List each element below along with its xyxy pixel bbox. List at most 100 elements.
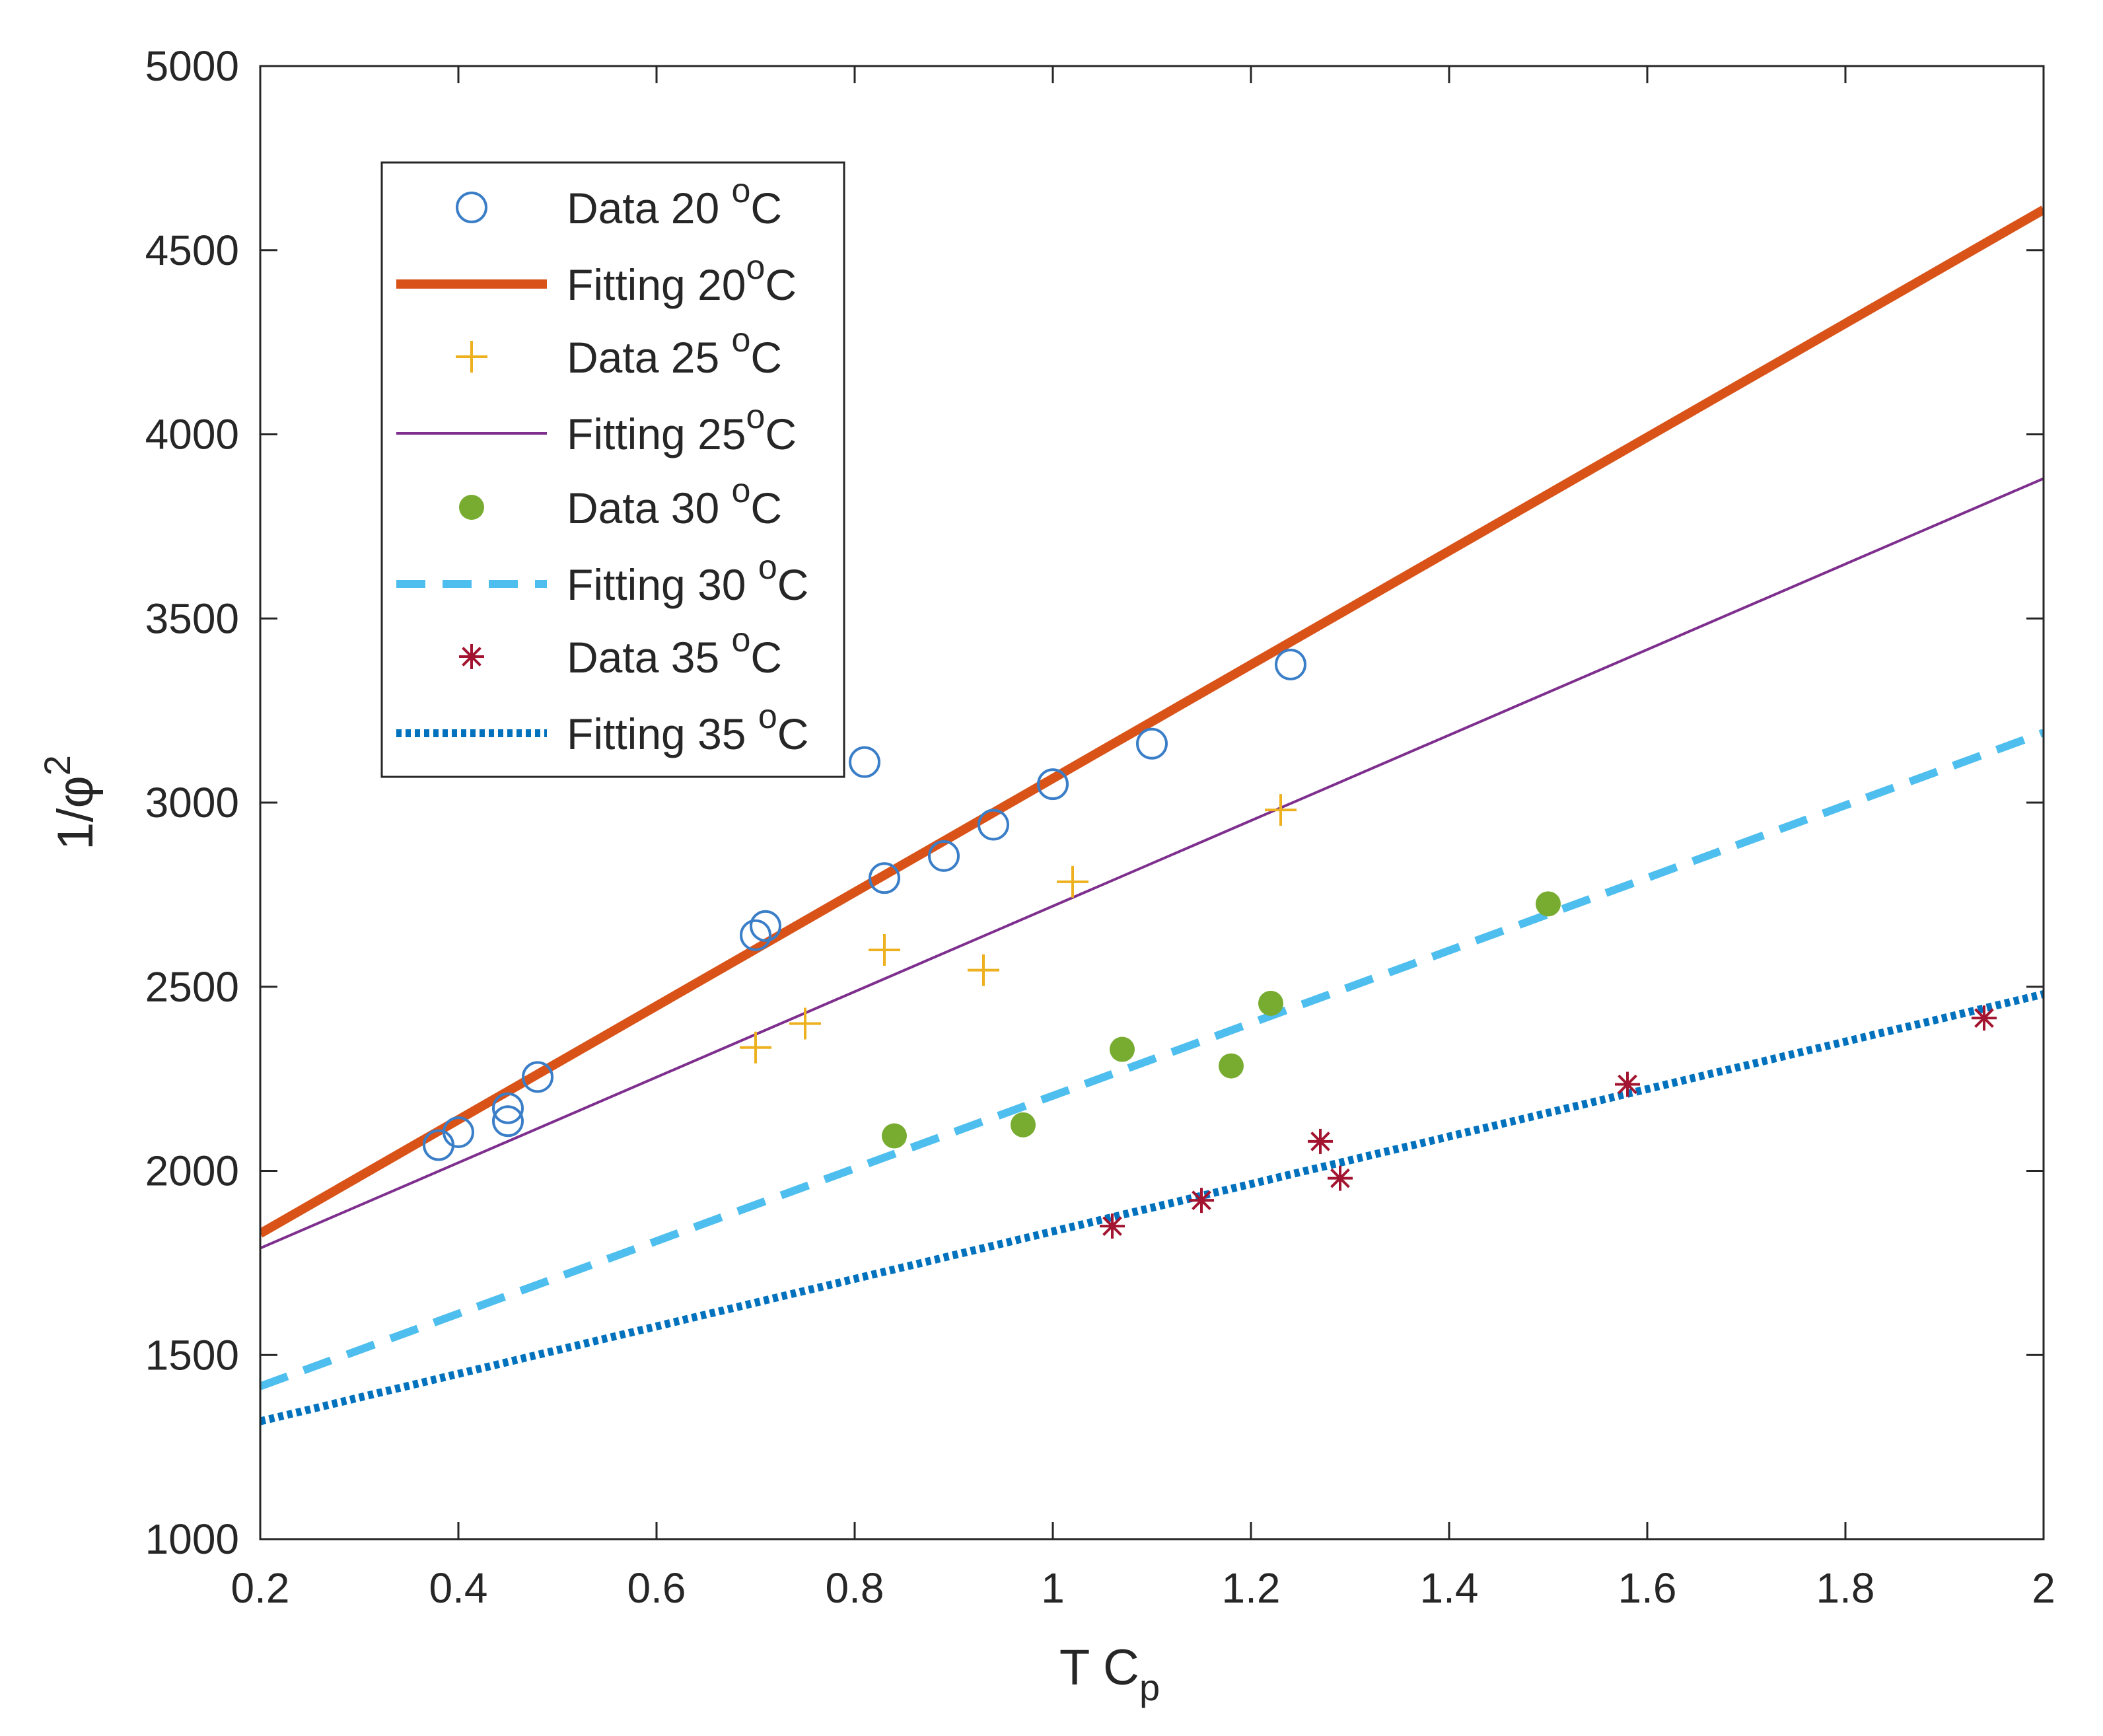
legend-label-superscript: o xyxy=(746,248,765,287)
y-tick-label: 1500 xyxy=(145,1331,239,1379)
x-axis-label: T Cp xyxy=(1059,1640,1160,1708)
fit-line-5 xyxy=(260,729,2044,1391)
plot-frame xyxy=(259,65,2045,1540)
fit-lines xyxy=(260,205,2044,1426)
data-point-s2-1 xyxy=(789,1007,821,1040)
legend-label: Fitting 20oC xyxy=(567,248,797,309)
data-point-s0-13 xyxy=(1275,648,1306,680)
legend-marker-sample xyxy=(459,644,484,669)
legend-label-text: Data 35 xyxy=(567,633,732,682)
y-axis-label-text: 1/φ xyxy=(48,776,104,850)
legend-label-text: Fitting 20 xyxy=(567,260,746,309)
legend-item-1: Fitting 20oC xyxy=(396,248,797,309)
data-point-s0-6 xyxy=(750,910,781,942)
legend-label-unit: C xyxy=(777,709,809,758)
legend-label-unit: C xyxy=(750,184,782,233)
data-point-s0-5 xyxy=(740,919,771,951)
data-point-s2-5 xyxy=(1265,794,1297,826)
legend-label-superscript: o xyxy=(732,621,751,659)
data-point-s0-1 xyxy=(443,1116,474,1148)
y-tick-label: 5000 xyxy=(145,42,239,90)
data-point-s0-4 xyxy=(522,1061,553,1093)
data-point-s4-1 xyxy=(1011,1112,1036,1138)
legend-label-superscript: o xyxy=(732,321,751,359)
legend-item-5: Fitting 30 oC xyxy=(396,548,808,609)
y-tick-label: 4500 xyxy=(145,227,239,274)
legend-label-text: Fitting 30 xyxy=(567,560,758,609)
legend-label: Data 30 oC xyxy=(567,472,782,532)
legend-label-text: Data 25 xyxy=(567,333,732,382)
fit-line-1 xyxy=(260,205,2044,1238)
data-point-s4-0 xyxy=(882,1123,907,1149)
x-tick-label: 0.8 xyxy=(826,1564,884,1612)
legend-marker-sample xyxy=(456,341,487,373)
y-axis-label-superscript: 2 xyxy=(36,755,78,776)
data-point-s0-8 xyxy=(869,862,900,894)
x-tick-label: 2 xyxy=(2032,1564,2055,1612)
legend-item-7: Fitting 35 oC xyxy=(396,698,808,758)
data-point-s6-1 xyxy=(1189,1188,1214,1213)
y-tick-label: 1000 xyxy=(145,1515,239,1563)
legend-item-2: Data 25 oC xyxy=(456,321,782,382)
legend-box xyxy=(380,161,845,778)
x-tick-label: 0.6 xyxy=(627,1564,686,1612)
legend-label-superscript: o xyxy=(746,398,765,436)
y-tick-label: 3000 xyxy=(145,779,239,826)
legend-label: Data 35 oC xyxy=(567,621,782,682)
y-tick-label: 3500 xyxy=(145,595,239,642)
legend-label-unit: C xyxy=(750,333,782,382)
data-point-s4-3 xyxy=(1219,1053,1244,1079)
legend-item-6: Data 35 oC xyxy=(459,621,782,682)
data-point-s0-7 xyxy=(849,746,880,778)
x-tick-label: 0.4 xyxy=(429,1564,488,1612)
x-tick-label: 1 xyxy=(1041,1564,1065,1612)
data-point-s0-2 xyxy=(492,1092,524,1124)
data-point-s0-12 xyxy=(1136,727,1168,760)
legend-label-unit: C xyxy=(777,560,809,609)
legend-label-text: Data 30 xyxy=(567,484,732,532)
legend-label: Data 20 oC xyxy=(567,172,782,233)
data-point-s6-2 xyxy=(1308,1128,1333,1154)
y-tick-label: 2000 xyxy=(145,1147,239,1195)
legend-label-superscript: o xyxy=(758,548,777,587)
legend-marker-sample xyxy=(459,495,484,520)
x-tick-label: 1.6 xyxy=(1618,1564,1677,1612)
legend-label-unit: C xyxy=(765,410,797,458)
y-tick-label: 4000 xyxy=(145,411,239,458)
legend-label: Fitting 35 oC xyxy=(567,698,808,758)
data-point-s4-2 xyxy=(1110,1036,1135,1062)
x-axis-label-subscript: p xyxy=(1139,1667,1160,1708)
legend-item-3: Fitting 25oC xyxy=(396,398,797,458)
x-tick-label: 1.8 xyxy=(1816,1564,1875,1612)
data-point-s0-11 xyxy=(1037,768,1069,801)
data-point-s0-3 xyxy=(492,1105,524,1138)
legend-label-unit: C xyxy=(765,260,797,309)
data-point-s4-4 xyxy=(1258,990,1283,1016)
legend-label-text: Fitting 25 xyxy=(567,410,746,458)
legend-label-unit: C xyxy=(750,484,782,532)
x-tick-label: 1.2 xyxy=(1222,1564,1281,1612)
data-point-s4-5 xyxy=(1536,891,1561,917)
fit-line-7 xyxy=(260,990,2044,1426)
legend-item-4: Data 30 oC xyxy=(459,472,782,532)
data-point-s2-3 xyxy=(968,954,999,986)
legend-label-superscript: o xyxy=(758,698,777,736)
data-point-s2-0 xyxy=(740,1031,771,1064)
legend-label-text: Fitting 35 xyxy=(567,709,758,758)
legend-label: Fitting 30 oC xyxy=(567,548,808,609)
tick-labels: 0.2 0.4 0.6 0.8 1 1.2 1.4 1.6 1.8 2 1000 1500 2000 25… xyxy=(145,42,2055,1612)
legend-label: Data 25 oC xyxy=(567,321,782,382)
data-markers xyxy=(423,648,1997,1239)
data-point-s6-5 xyxy=(1972,1005,1997,1031)
legend-marker-sample xyxy=(456,192,487,223)
legend-label-unit: C xyxy=(750,633,782,682)
legend-label-superscript: o xyxy=(732,172,751,210)
data-point-s0-10 xyxy=(978,809,1009,841)
x-axis-label-text: T C xyxy=(1059,1640,1139,1696)
data-point-s0-9 xyxy=(928,840,960,872)
data-point-s2-2 xyxy=(869,934,900,966)
y-tick-label: 2500 xyxy=(145,963,239,1011)
x-tick-label: 0.2 xyxy=(231,1564,290,1612)
